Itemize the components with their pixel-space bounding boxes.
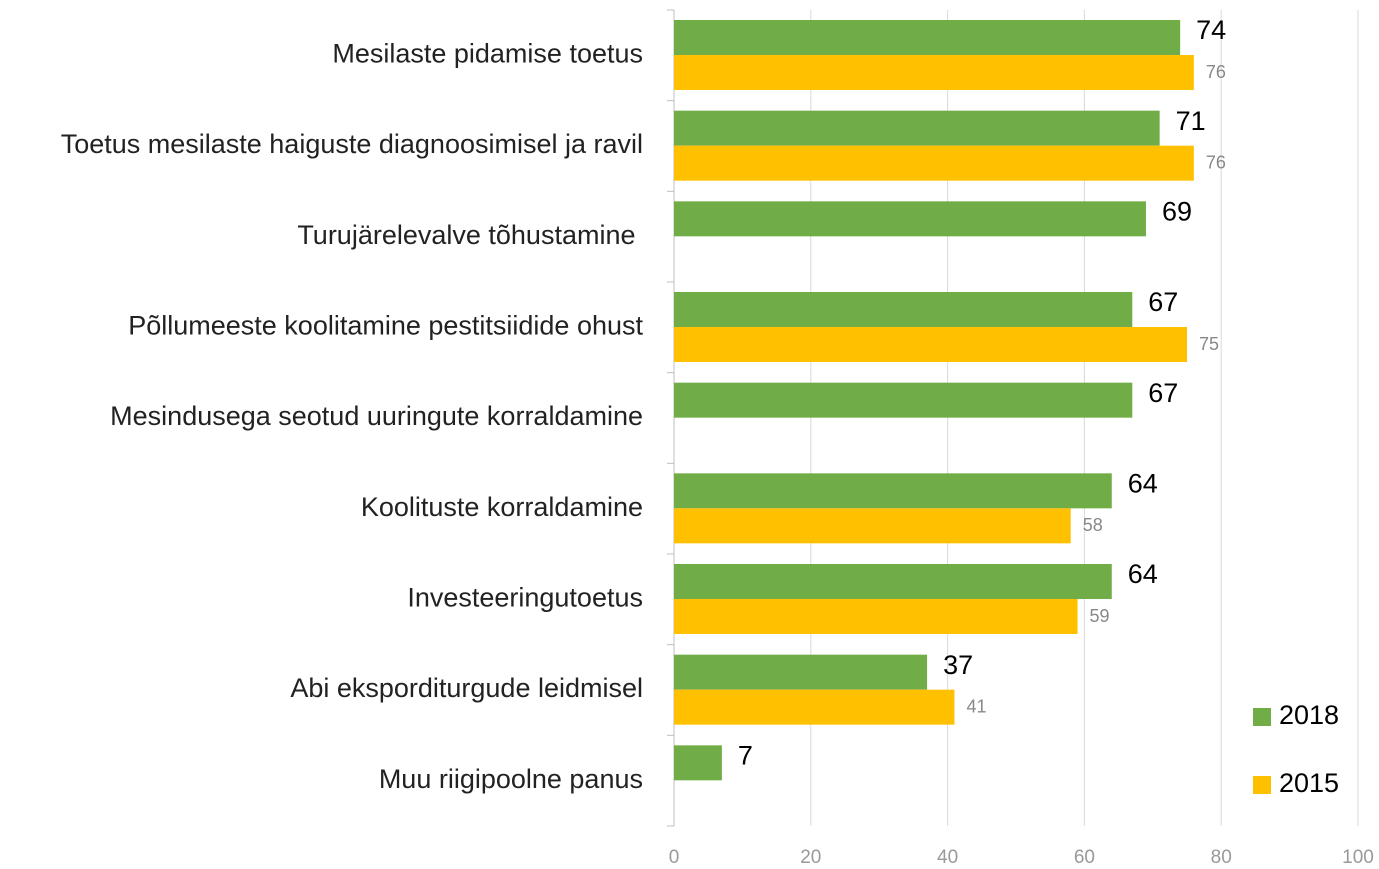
bar — [674, 20, 1181, 55]
bar — [674, 599, 1078, 634]
value-label: 58 — [1083, 515, 1103, 535]
bar — [674, 55, 1194, 90]
value-label: 76 — [1206, 62, 1226, 82]
value-label: 64 — [1128, 468, 1158, 498]
value-label: 69 — [1162, 196, 1192, 226]
legend-swatch — [1253, 708, 1271, 726]
bar — [674, 564, 1112, 599]
value-label: 71 — [1176, 106, 1206, 136]
category-label: Abi eksporditurgude leidmisel — [290, 673, 643, 703]
bar — [674, 689, 955, 725]
category-label: Toetus mesilaste haiguste diagnoosimisel… — [61, 129, 643, 159]
bar — [674, 110, 1160, 146]
x-tick-label: 20 — [800, 847, 821, 868]
x-tick-label: 100 — [1342, 847, 1374, 868]
category-label: Põllumeeste koolitamine pestitsiidide oh… — [128, 310, 643, 340]
x-tick-label: 0 — [669, 847, 680, 868]
bar — [674, 508, 1071, 544]
legend-swatch — [1253, 776, 1271, 794]
value-label: 37 — [943, 650, 973, 680]
bar — [674, 382, 1133, 418]
value-label: 74 — [1196, 15, 1226, 45]
category-label: Investeeringutoetus — [407, 582, 643, 612]
bar — [674, 327, 1187, 362]
bar — [674, 292, 1133, 327]
category-label: Muu riigipoolne panus — [379, 764, 643, 794]
bar — [674, 654, 928, 690]
value-label: 76 — [1206, 152, 1226, 172]
bar — [674, 201, 1146, 237]
value-label: 41 — [966, 696, 986, 716]
bar — [674, 745, 722, 781]
legend-label: 2015 — [1279, 768, 1339, 798]
category-label: Koolituste korraldamine — [361, 492, 643, 522]
legend-label: 2018 — [1279, 700, 1339, 730]
bar — [674, 473, 1112, 509]
bar — [674, 145, 1194, 181]
value-label: 64 — [1128, 559, 1158, 589]
category-label: Mesindusega seotud uuringute korraldamin… — [110, 401, 643, 431]
x-tick-label: 40 — [937, 847, 958, 868]
x-tick-label: 80 — [1211, 847, 1232, 868]
value-label: 67 — [1148, 287, 1178, 317]
x-tick-label: 60 — [1074, 847, 1095, 868]
value-label: 59 — [1090, 606, 1110, 626]
value-label: 67 — [1148, 378, 1178, 408]
category-label: Mesilaste pidamise toetus — [332, 38, 643, 68]
category-label: Turujärelevalve tõhustamine — [297, 220, 643, 250]
value-label: 7 — [738, 740, 753, 770]
value-label: 75 — [1199, 334, 1219, 354]
